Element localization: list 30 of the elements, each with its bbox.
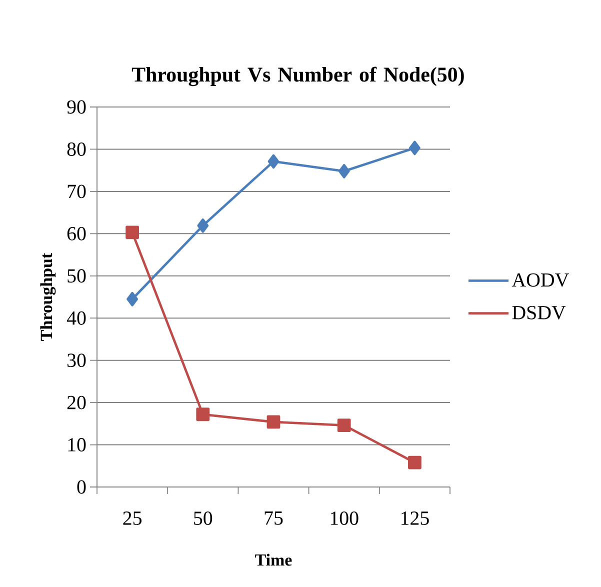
point <box>408 456 422 470</box>
chart-title: Throughput Vs Number of Node(50) <box>132 66 464 86</box>
point <box>268 154 280 169</box>
y-tick-label: 20 <box>67 396 86 410</box>
y-tick-label: 80 <box>67 142 86 156</box>
y-tick-label: 0 <box>77 480 86 494</box>
point <box>266 415 280 429</box>
point <box>409 140 420 156</box>
y-axis-title: Throughput <box>40 252 56 341</box>
x-tick-label: 25 <box>123 512 142 525</box>
point <box>126 292 138 306</box>
y-tick-label: 70 <box>68 184 86 198</box>
point <box>126 226 139 240</box>
point <box>197 218 209 233</box>
y-tick-label: 40 <box>66 311 86 325</box>
point <box>338 164 350 178</box>
y-tick-label: 30 <box>68 354 86 368</box>
x-tick-label: 125 <box>402 512 429 525</box>
x-tick-label: 75 <box>264 512 283 525</box>
legend-label: DSDV <box>512 306 566 320</box>
point <box>196 408 210 422</box>
legend-label: AODV <box>512 273 569 287</box>
y-tick-label: 50 <box>68 269 86 283</box>
y-tick-label: 60 <box>67 226 86 240</box>
x-tick-label: 100 <box>330 512 358 525</box>
y-tick-label: 10 <box>68 438 86 452</box>
point <box>337 418 351 432</box>
y-tick-label: 90 <box>67 100 86 114</box>
x-axis-title: Time <box>255 554 292 566</box>
x-tick-label: 50 <box>194 512 212 525</box>
